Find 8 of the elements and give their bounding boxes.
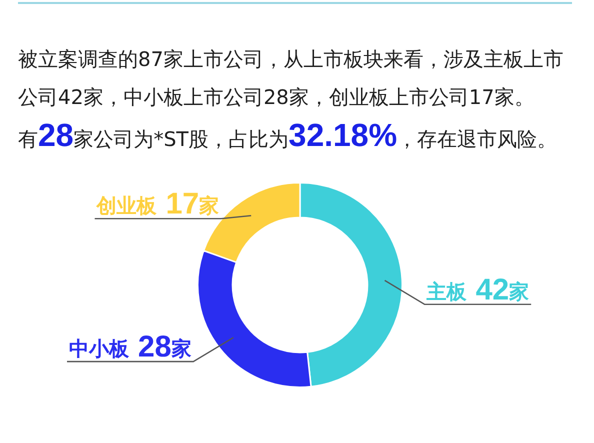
data-label: 28家 [138,330,192,364]
data-label: 42家 [476,273,530,306]
slice-label: 中小板 [69,336,130,361]
chart-subtitle: 有28家公司为*ST股，占比为32.18%，存在退市风险。 [18,117,558,153]
chart-title: 被立案调查的87家上市公司，从上市板块来看，涉及主板上市公司42家，中小板上市公司28家，创业板上市公司17家。 [18,46,564,111]
slice-label: 创业板 [96,194,158,218]
slice-label: 主板 [426,279,468,304]
data-label: 17家 [166,188,220,221]
